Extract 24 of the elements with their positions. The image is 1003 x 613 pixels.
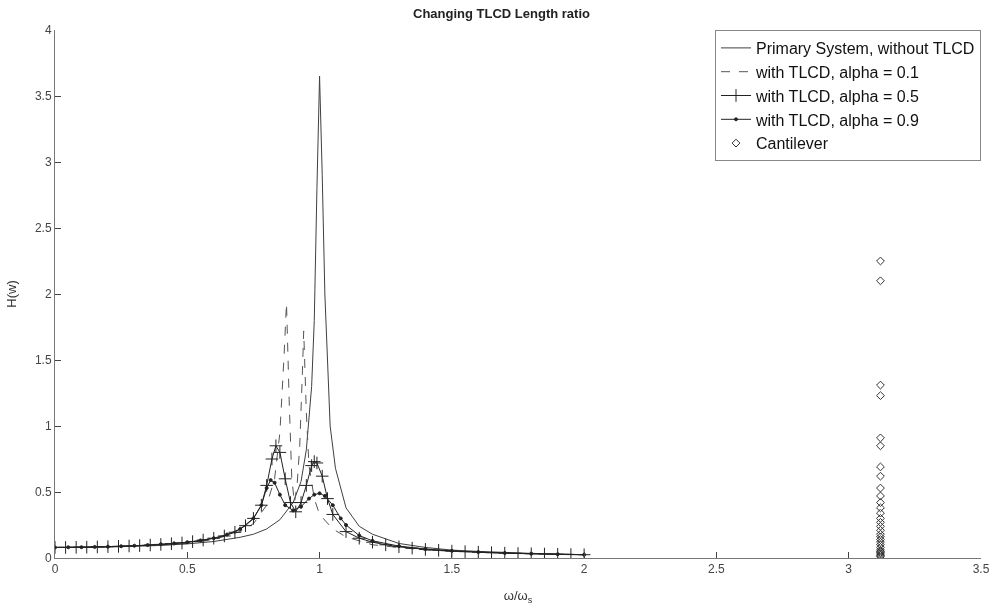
legend-label: with TLCD, alpha = 0.5	[755, 87, 920, 105]
x-tick-label: 2	[580, 562, 588, 577]
y-tick-label: 4	[44, 23, 52, 38]
y-tick-label: 2	[44, 287, 52, 302]
x-tick-label: 3.5	[972, 562, 990, 577]
legend-label: with TLCD, alpha = 0.1	[755, 63, 920, 81]
legend-label: with TLCD, alpha = 0.9	[755, 111, 920, 129]
legend-label: Cantilever	[756, 135, 829, 153]
y-tick-label: 3.5	[34, 89, 52, 104]
y-tick-label: 0	[44, 551, 52, 566]
x-tick-label: 1	[316, 562, 324, 577]
x-tick-label: 0.5	[178, 562, 196, 577]
x-tick-label: 1.5	[443, 562, 461, 577]
chart-title: Changing TLCD Length ratio	[413, 6, 591, 22]
y-tick-label: 0.5	[34, 485, 52, 500]
y-tick-label: 2.5	[34, 221, 52, 236]
x-tick-label: 2.5	[708, 562, 726, 577]
y-tick-label: 1.5	[34, 353, 52, 368]
x-tick-label: 3	[845, 562, 853, 577]
y-axis-title: H(w)	[3, 280, 19, 308]
y-tick-label: 1	[44, 419, 52, 434]
y-tick-label: 3	[44, 155, 52, 170]
legend-label: Primary System, without TLCD	[756, 40, 975, 58]
x-axis-title: ω/ω$_{s}$	[503, 588, 533, 605]
